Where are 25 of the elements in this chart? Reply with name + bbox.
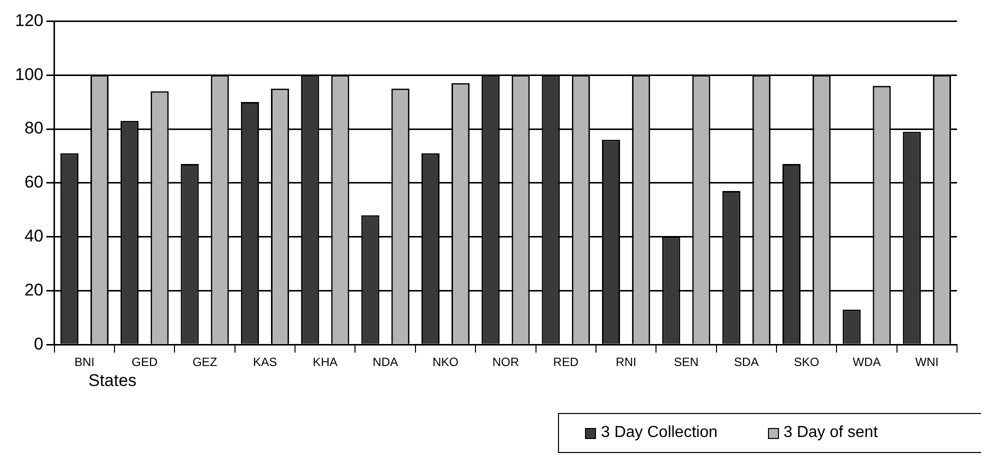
x-tick-label: NOR — [492, 355, 520, 370]
x-tick-label: NDA — [372, 355, 398, 370]
legend-label: 3 Day of sent — [784, 424, 878, 442]
x-tick-label: WDA — [852, 355, 881, 370]
y-tick-label: 60 — [24, 172, 44, 192]
legend-label: 3 Day Collection — [601, 424, 718, 442]
y-tick-label: 0 — [34, 334, 44, 354]
x-tick-label: GED — [132, 355, 158, 370]
y-tick-label: 120 — [14, 10, 44, 30]
x-tick-label: RNI — [616, 355, 636, 370]
x-tick-label: GEZ — [192, 355, 218, 370]
x-tick-label: NKO — [432, 355, 459, 370]
x-tick-label: WNI — [915, 355, 939, 370]
x-axis-title: States — [88, 370, 137, 390]
x-tick-label: SKO — [794, 355, 820, 370]
y-tick-label: 20 — [24, 280, 44, 300]
y-tick-label: 80 — [24, 118, 44, 138]
y-tick-label: 40 — [24, 226, 44, 246]
x-tick-label: SEN — [674, 355, 699, 370]
x-tick-label: KAS — [252, 355, 277, 370]
x-tick-label: BNI — [74, 355, 94, 370]
y-tick-label: 100 — [14, 64, 44, 84]
x-tick-label: RED — [553, 355, 579, 370]
x-tick-label: KHA — [312, 355, 338, 370]
x-tick-label: SDA — [734, 355, 759, 370]
